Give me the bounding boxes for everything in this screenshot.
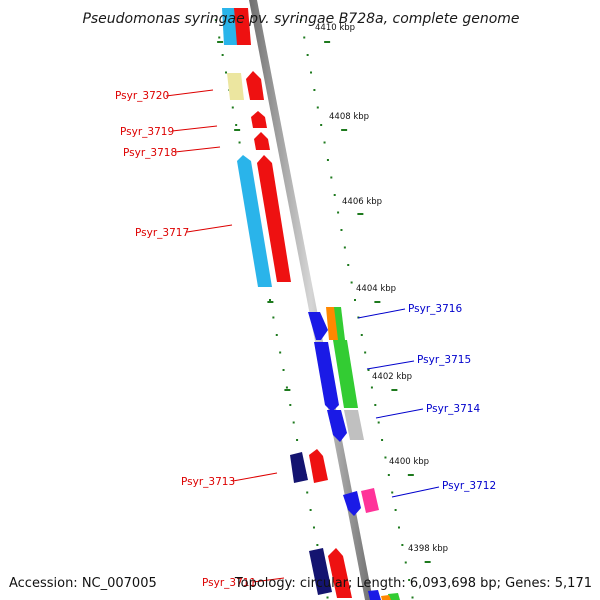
- scale-label-4404: 4404 kbp: [356, 284, 396, 294]
- scale-label-4402: 4402 kbp: [372, 372, 412, 382]
- feature-psyr-3713[interactable]: [309, 449, 328, 483]
- gene-label-psyr-3719[interactable]: Psyr_3719: [120, 126, 174, 138]
- feature-navy[interactable]: [290, 452, 308, 483]
- genome-backbone: [249, 0, 373, 600]
- scale-label-4408: 4408 kbp: [329, 112, 369, 122]
- feature-pink[interactable]: [361, 488, 379, 513]
- gene-label-psyr-3714[interactable]: Psyr_3714: [426, 403, 480, 415]
- feature-green-long[interactable]: [333, 340, 358, 408]
- feature-psyr-3711[interactable]: [328, 548, 352, 598]
- feature-bottom-green[interactable]: [388, 593, 400, 600]
- gene-label-psyr-3713[interactable]: Psyr_3713: [181, 476, 235, 488]
- scale-label-4398: 4398 kbp: [408, 544, 448, 554]
- gene-label-psyr-3715[interactable]: Psyr_3715: [417, 354, 471, 366]
- feature-bottom-blue[interactable]: [368, 590, 381, 600]
- feature-navy-bottom[interactable]: [309, 548, 332, 595]
- feature-psyr-3716[interactable]: [308, 312, 328, 340]
- feature-psyr-3719[interactable]: [251, 111, 267, 128]
- scale-label-4400: 4400 kbp: [389, 457, 429, 467]
- scale-label-4406: 4406 kbp: [342, 197, 382, 207]
- feature-top-cyan[interactable]: [222, 8, 238, 45]
- feature-psyr-3717[interactable]: [257, 155, 291, 282]
- feature-grey[interactable]: [344, 410, 364, 440]
- feature-psyr-3712[interactable]: [343, 491, 361, 516]
- feature-pale[interactable]: [227, 73, 244, 100]
- topology-text: Topology: circular; Length: 6,093,698 bp…: [234, 576, 592, 591]
- scale-label-4410: 4410 kbp: [315, 23, 355, 33]
- gene-label-psyr-3711[interactable]: Psyr_3711: [202, 577, 256, 589]
- gene-features: [222, 8, 400, 600]
- accession-text: Accession: NC_007005: [9, 576, 157, 591]
- feature-psyr-3717-cyan[interactable]: [237, 155, 272, 287]
- feature-psyr-3718[interactable]: [254, 132, 270, 150]
- feature-psyr-3714[interactable]: [327, 410, 347, 442]
- feature-top-red[interactable]: [234, 8, 251, 45]
- gene-label-psyr-3716[interactable]: Psyr_3716: [408, 303, 462, 315]
- gene-labels: Psyr_3720 Psyr_3719 Psyr_3718 Psyr_3717 …: [115, 90, 496, 589]
- gene-label-psyr-3712[interactable]: Psyr_3712: [442, 480, 496, 492]
- tick-track: [214, 19, 431, 599]
- gene-label-psyr-3717[interactable]: Psyr_3717: [135, 227, 189, 239]
- genome-title: Pseudomonas syringae pv. syringae B728a,…: [82, 11, 519, 27]
- feature-psyr-3715[interactable]: [314, 342, 339, 412]
- gene-label-psyr-3718[interactable]: Psyr_3718: [123, 147, 177, 159]
- scale-labels: 4410 kbp 4408 kbp 4406 kbp 4404 kbp 4402…: [315, 23, 448, 554]
- feature-psyr-3720[interactable]: [246, 71, 264, 100]
- feature-bottom-orange[interactable]: [381, 595, 391, 600]
- label-leaders: [165, 89, 440, 583]
- feature-green-small[interactable]: [334, 307, 345, 340]
- gene-label-psyr-3720[interactable]: Psyr_3720: [115, 90, 169, 102]
